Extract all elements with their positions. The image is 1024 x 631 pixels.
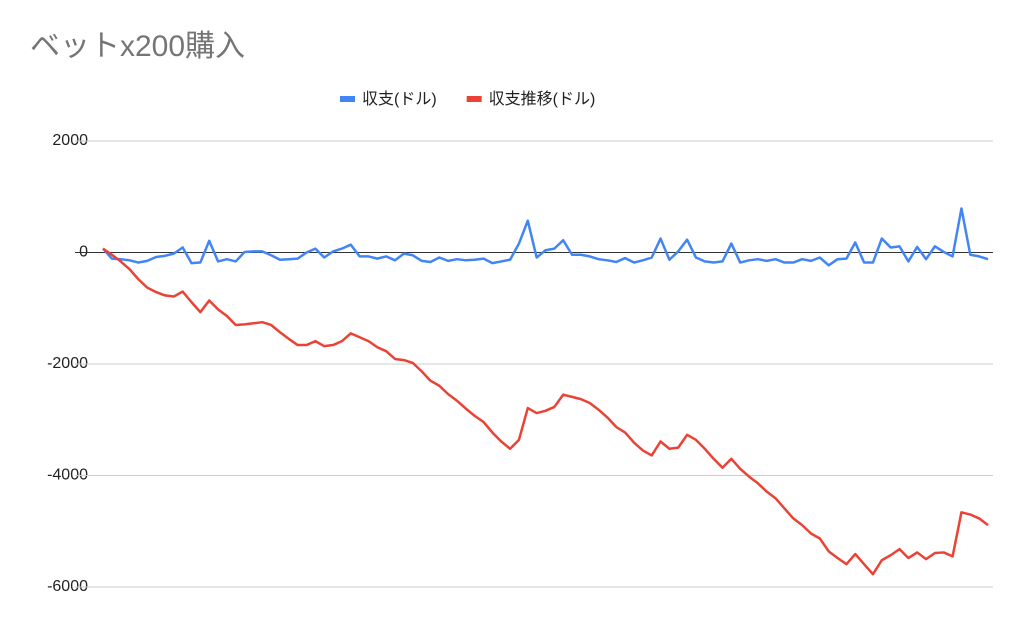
legend-swatch xyxy=(340,96,355,102)
series-line xyxy=(102,247,989,576)
legend-swatch xyxy=(466,96,482,102)
series-line xyxy=(102,207,989,267)
legend-label: 収支(ドル) xyxy=(362,90,437,108)
chart-title: ベットx200購入 xyxy=(30,30,245,63)
y-tick-label: -4000 xyxy=(47,467,88,484)
y-tick-label: 2000 xyxy=(52,132,88,149)
y-tick-label: -6000 xyxy=(47,578,88,595)
y-tick-label: -2000 xyxy=(47,355,88,372)
legend-label: 収支推移(ドル) xyxy=(489,90,596,108)
